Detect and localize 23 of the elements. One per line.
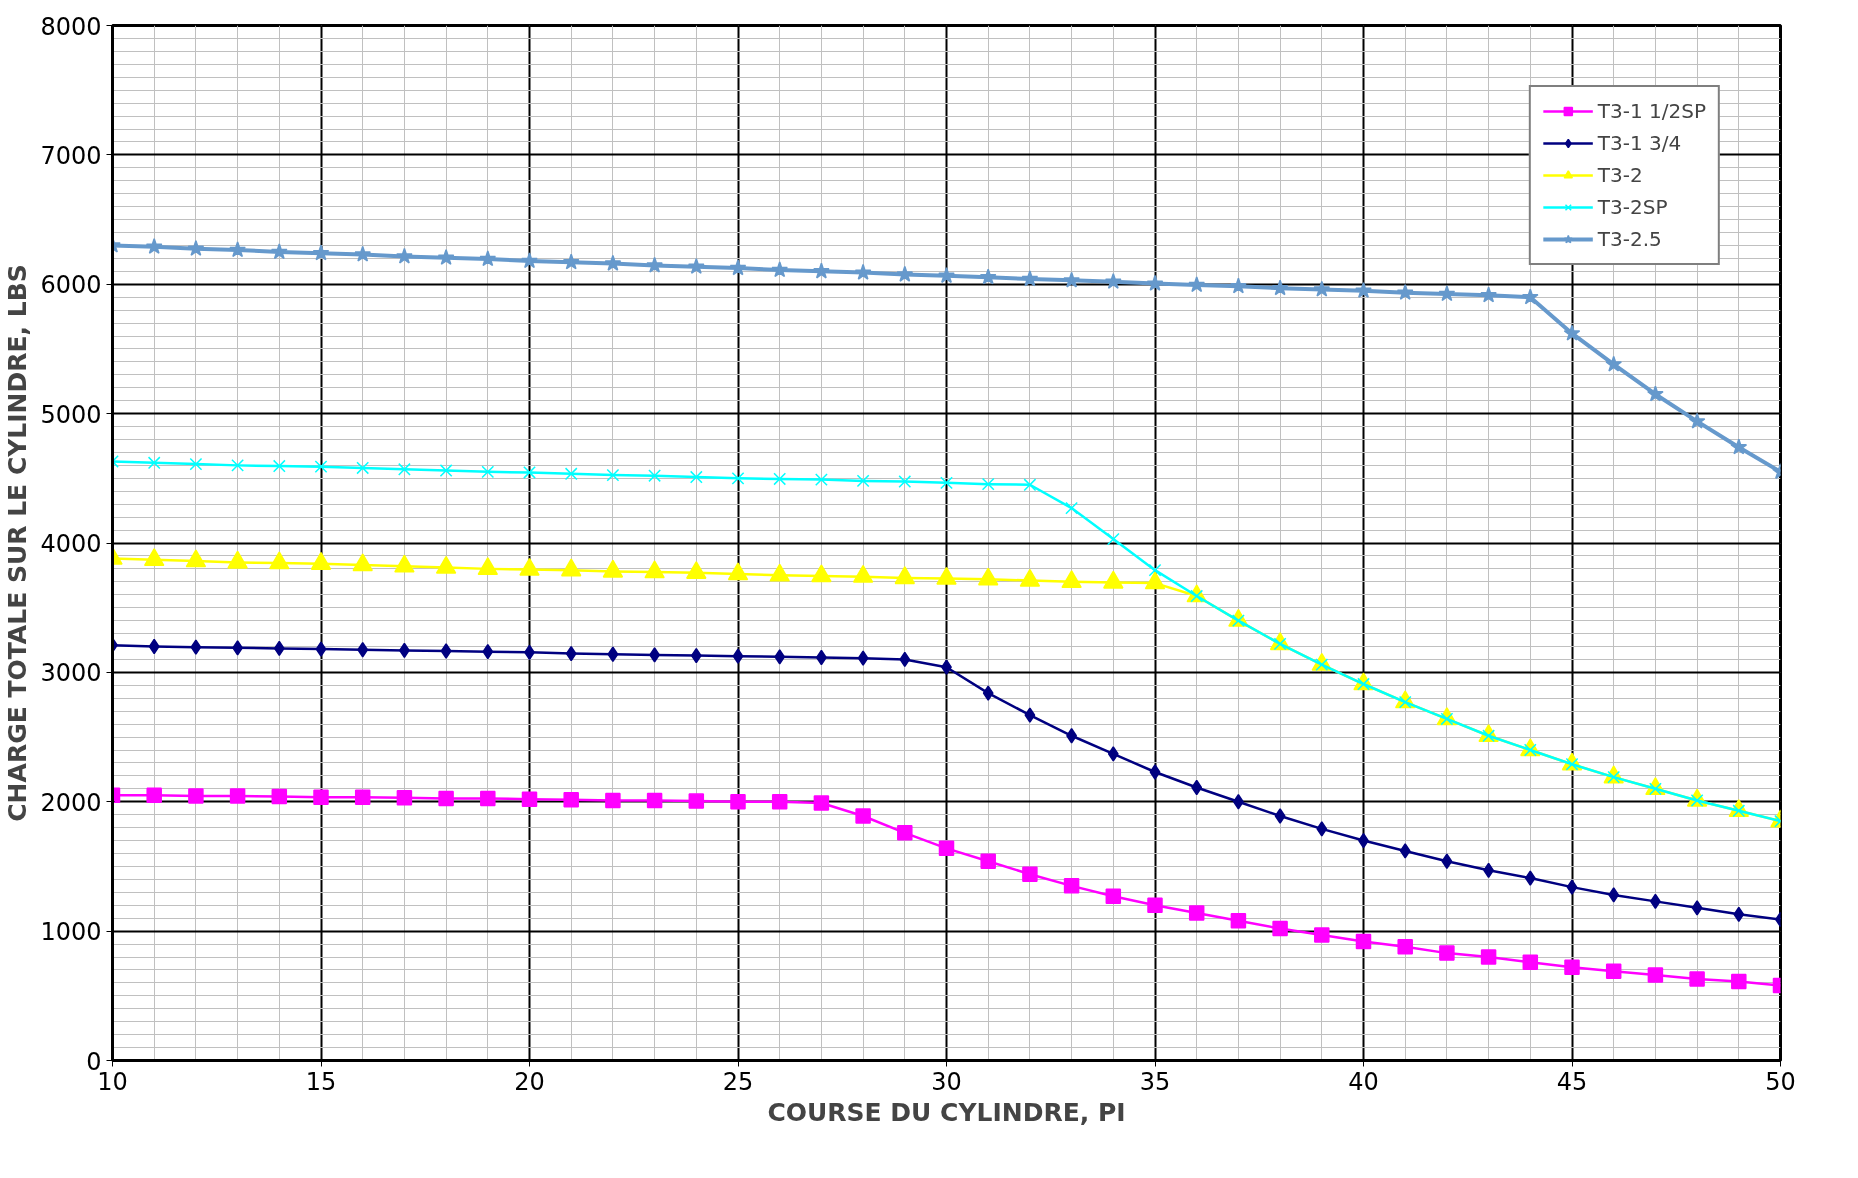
y-tick-label: 3000 <box>40 659 102 688</box>
legend-label: T3-2 <box>1597 163 1643 187</box>
y-axis-title: CHARGE TOTALE SUR LE CYLINDRE, LBS <box>3 264 33 822</box>
y-tick-label: 4000 <box>40 530 102 558</box>
x-tick-label: 20 <box>514 1067 545 1096</box>
x-tick-label: 50 <box>1765 1067 1796 1096</box>
y-tick-label: 8000 <box>40 12 102 41</box>
x-tick-label: 15 <box>305 1067 337 1096</box>
legend-label: T3-2SP <box>1597 195 1668 219</box>
x-axis-title: COURSE DU CYLINDRE, PI <box>767 1097 1126 1127</box>
x-tick-label: 30 <box>931 1067 962 1096</box>
x-tick-label: 25 <box>722 1067 754 1096</box>
y-tick-label: 1000 <box>40 918 102 947</box>
y-tick-label: 6000 <box>40 271 102 300</box>
x-tick-label: 40 <box>1348 1067 1379 1096</box>
legend-label: T3-1 3/4 <box>1597 131 1682 155</box>
y-tick-label: 5000 <box>40 400 102 429</box>
legend-label: T3-2.5 <box>1597 227 1662 251</box>
x-tick-label: 35 <box>1139 1067 1171 1096</box>
y-tick-label: 7000 <box>40 141 102 170</box>
y-tick-label: 2000 <box>40 788 102 817</box>
x-tick-label: 45 <box>1556 1067 1588 1096</box>
legend-label: T3-1 1/2SP <box>1597 99 1706 123</box>
